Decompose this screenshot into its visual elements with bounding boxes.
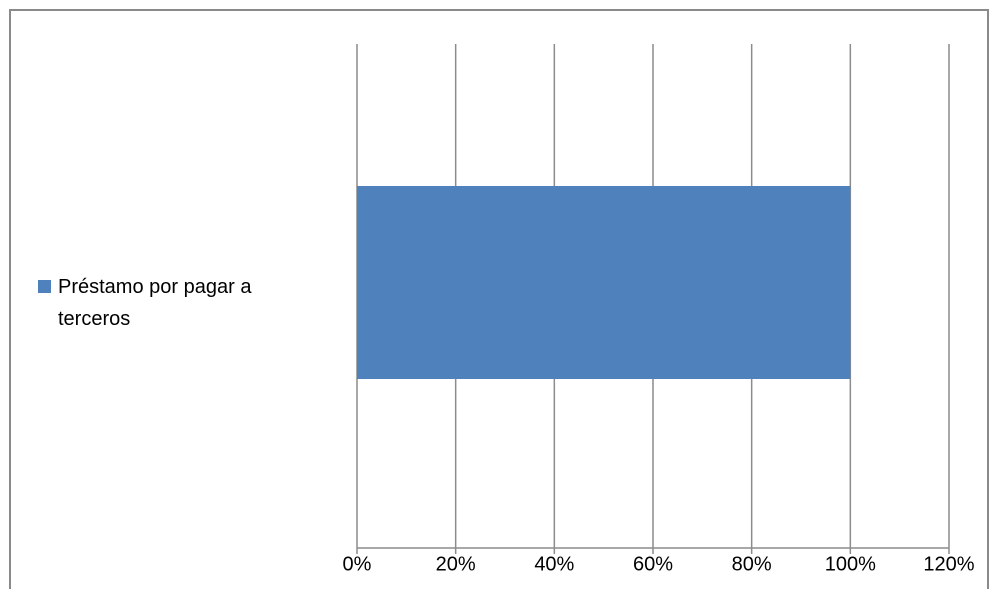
x-tick-label-0: 0% [343, 553, 372, 575]
x-tick-label-5: 100% [825, 553, 876, 575]
x-tick-label-6: 120% [923, 553, 974, 575]
x-tick-label-3: 60% [633, 553, 673, 575]
legend-swatch [38, 280, 51, 293]
x-tick-label-1: 20% [436, 553, 476, 575]
bar-0 [357, 186, 851, 379]
x-tick-label-2: 40% [534, 553, 574, 575]
x-tick-label-4: 80% [732, 553, 772, 575]
legend: Préstamo por pagar a terceros [38, 271, 308, 335]
legend-label: Préstamo por pagar a terceros [58, 276, 252, 330]
